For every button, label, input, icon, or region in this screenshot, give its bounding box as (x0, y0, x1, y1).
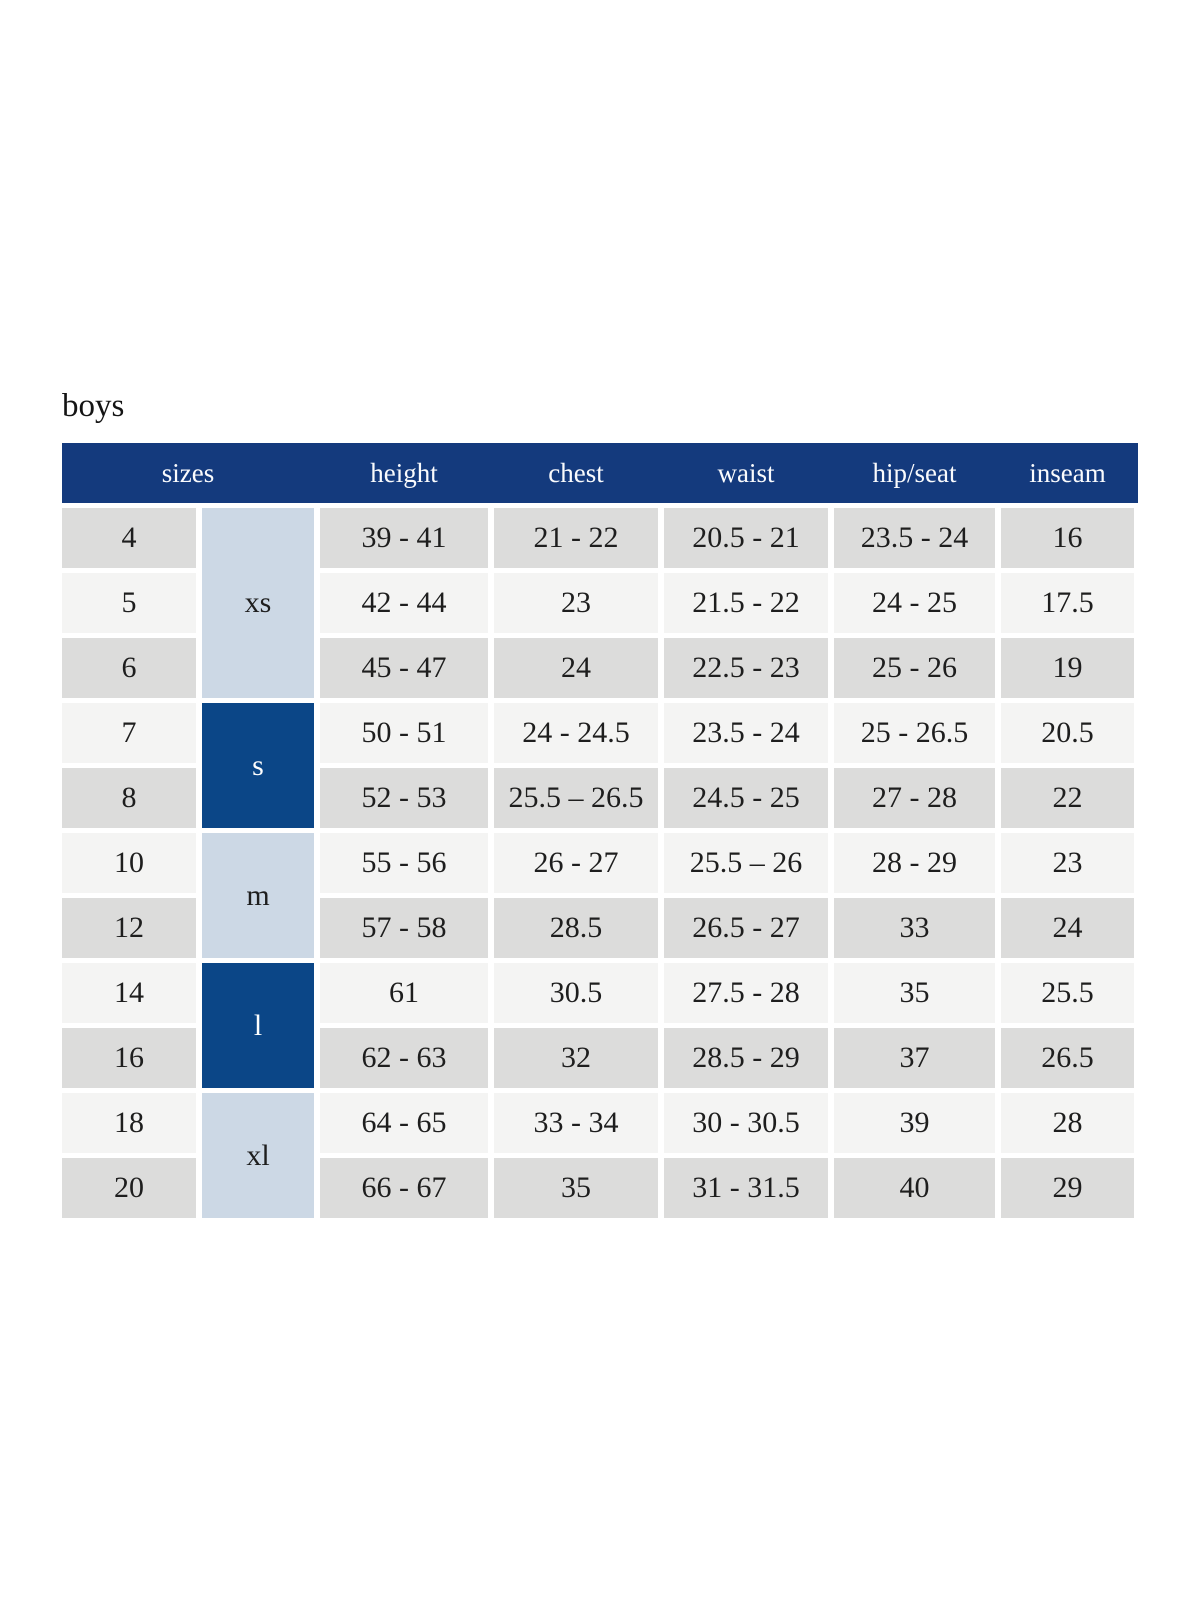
cell-height: 55 - 56 (320, 833, 488, 893)
cell-inseam: 20.5 (1001, 703, 1134, 763)
cell-size: 8 (62, 768, 196, 828)
cell-waist: 25.5 – 26 (664, 833, 828, 893)
cell-inseam: 25.5 (1001, 963, 1134, 1023)
cell-chest: 30.5 (494, 963, 658, 1023)
cell-waist: 28.5 - 29 (664, 1028, 828, 1088)
cell-hip-seat: 39 (834, 1093, 995, 1153)
cell-height: 39 - 41 (320, 508, 488, 568)
cell-waist: 20.5 - 21 (664, 508, 828, 568)
cell-waist: 24.5 - 25 (664, 768, 828, 828)
cell-chest: 32 (494, 1028, 658, 1088)
cell-hip-seat: 25 - 26.5 (834, 703, 995, 763)
cell-hip-seat: 25 - 26 (834, 638, 995, 698)
cell-hip-seat: 37 (834, 1028, 995, 1088)
cell-height: 61 (320, 963, 488, 1023)
cell-chest: 24 - 24.5 (494, 703, 658, 763)
cell-size: 18 (62, 1093, 196, 1153)
cell-inseam: 19 (1001, 638, 1134, 698)
size-chart-table: sizes height chest waist hip/seat inseam… (62, 443, 1138, 1218)
cell-hip-seat: 33 (834, 898, 995, 958)
cell-waist: 23.5 - 24 (664, 703, 828, 763)
cell-size: 7 (62, 703, 196, 763)
size-group-m: m (202, 833, 314, 958)
cell-waist: 27.5 - 28 (664, 963, 828, 1023)
cell-chest: 28.5 (494, 898, 658, 958)
cell-chest: 24 (494, 638, 658, 698)
cell-hip-seat: 27 - 28 (834, 768, 995, 828)
table-header-row: sizes height chest waist hip/seat inseam (62, 443, 1138, 503)
cell-height: 45 - 47 (320, 638, 488, 698)
cell-hip-seat: 23.5 - 24 (834, 508, 995, 568)
size-group-s: s (202, 703, 314, 828)
column-header-height: height (370, 457, 438, 488)
cell-hip-seat: 28 - 29 (834, 833, 995, 893)
cell-chest: 35 (494, 1158, 658, 1218)
cell-height: 57 - 58 (320, 898, 488, 958)
cell-size: 4 (62, 508, 196, 568)
cell-inseam: 16 (1001, 508, 1134, 568)
cell-inseam: 28 (1001, 1093, 1134, 1153)
cell-hip-seat: 35 (834, 963, 995, 1023)
cell-chest: 21 - 22 (494, 508, 658, 568)
cell-hip-seat: 40 (834, 1158, 995, 1218)
cell-waist: 22.5 - 23 (664, 638, 828, 698)
cell-size: 16 (62, 1028, 196, 1088)
column-header-inseam: inseam (1029, 457, 1106, 488)
cell-chest: 26 - 27 (494, 833, 658, 893)
size-group-xs: xs (202, 508, 314, 698)
cell-height: 62 - 63 (320, 1028, 488, 1088)
cell-height: 50 - 51 (320, 703, 488, 763)
cell-inseam: 22 (1001, 768, 1134, 828)
cell-waist: 30 - 30.5 (664, 1093, 828, 1153)
column-header-chest: chest (548, 457, 604, 488)
cell-height: 52 - 53 (320, 768, 488, 828)
cell-inseam: 24 (1001, 898, 1134, 958)
cell-waist: 21.5 - 22 (664, 573, 828, 633)
page-title: boys (62, 388, 125, 424)
size-group-xl: xl (202, 1093, 314, 1218)
cell-height: 64 - 65 (320, 1093, 488, 1153)
cell-inseam: 23 (1001, 833, 1134, 893)
cell-waist: 31 - 31.5 (664, 1158, 828, 1218)
cell-size: 14 (62, 963, 196, 1023)
cell-chest: 25.5 – 26.5 (494, 768, 658, 828)
cell-height: 66 - 67 (320, 1158, 488, 1218)
page: boys sizes height chest waist hip/seat i… (62, 388, 1138, 1218)
cell-size: 10 (62, 833, 196, 893)
column-header-waist: waist (717, 457, 775, 488)
column-header-hip-seat: hip/seat (872, 457, 957, 488)
cell-hip-seat: 24 - 25 (834, 573, 995, 633)
column-header-sizes: sizes (161, 457, 215, 488)
cell-chest: 33 - 34 (494, 1093, 658, 1153)
cell-waist: 26.5 - 27 (664, 898, 828, 958)
cell-inseam: 17.5 (1001, 573, 1134, 633)
cell-size: 5 (62, 573, 196, 633)
cell-height: 42 - 44 (320, 573, 488, 633)
cell-size: 20 (62, 1158, 196, 1218)
cell-inseam: 29 (1001, 1158, 1134, 1218)
cell-size: 12 (62, 898, 196, 958)
cell-size: 6 (62, 638, 196, 698)
cell-inseam: 26.5 (1001, 1028, 1134, 1088)
cell-chest: 23 (494, 573, 658, 633)
size-group-l: l (202, 963, 314, 1088)
